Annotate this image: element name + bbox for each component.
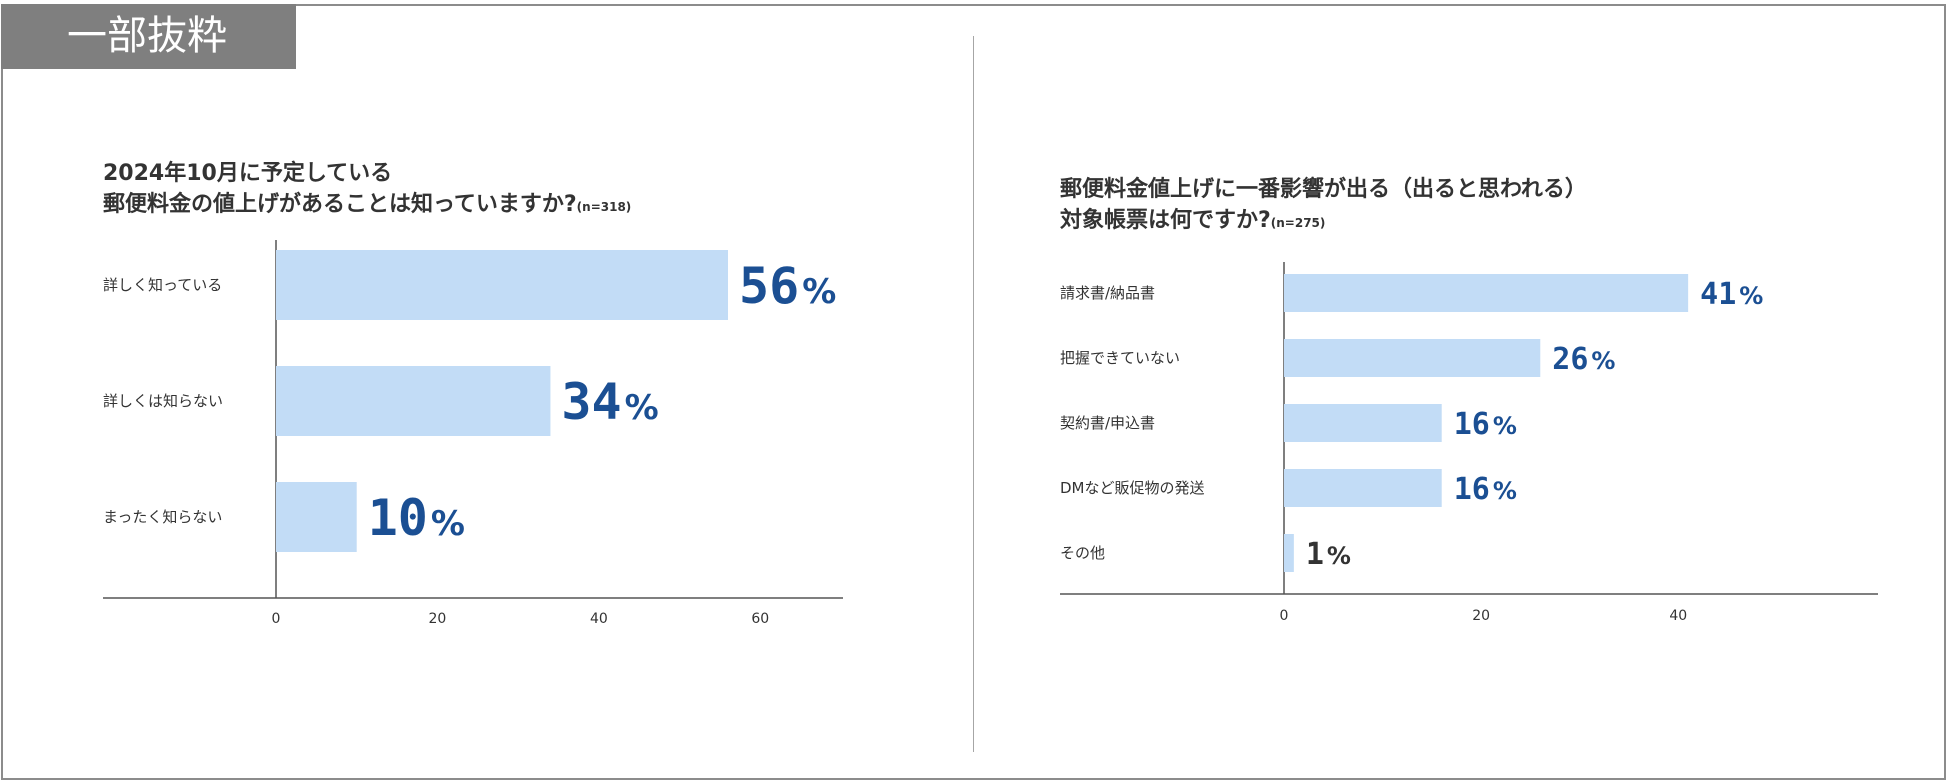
chart2-title-line1: 郵便料金値上げに一番影響が出る（出ると思われる） bbox=[1060, 177, 1587, 202]
chart2-data-label: 16% bbox=[1454, 472, 1517, 507]
chart1-data-label: 10% bbox=[368, 489, 465, 547]
chart2-category-label: その他 bbox=[1060, 544, 1105, 562]
chart1-title-line1: 2024年10月に予定している bbox=[103, 161, 393, 186]
chart2-bar bbox=[1284, 274, 1689, 312]
chart1-tick-label: 60 bbox=[751, 611, 769, 627]
chart2-bar bbox=[1284, 339, 1541, 377]
excerpt-badge: 一部抜粋 bbox=[1, 4, 296, 69]
chart2-sample-size: (n=275) bbox=[1270, 216, 1326, 230]
chart2-category-label: 請求書/納品書 bbox=[1060, 284, 1155, 302]
chart2-data-label: 1% bbox=[1306, 537, 1351, 572]
chart2-title: 郵便料金値上げに一番影響が出る（出ると思われる） 対象帳票は何ですか?(n=27… bbox=[1060, 174, 1587, 239]
chart1-title-line2: 郵便料金の値上げがあることは知っていますか? bbox=[103, 192, 577, 217]
chart2-title-line2: 対象帳票は何ですか? bbox=[1060, 208, 1271, 233]
panel-divider bbox=[973, 36, 974, 752]
chart2-bar bbox=[1284, 404, 1442, 442]
chart2-category-label: DMなど販促物の発送 bbox=[1060, 479, 1205, 497]
chart1-bar bbox=[276, 482, 357, 552]
chart1-tick-label: 20 bbox=[429, 611, 447, 627]
chart1-category-label: まったく知らない bbox=[103, 508, 222, 526]
chart1-category-label: 詳しく知っている bbox=[103, 276, 222, 294]
chart1-tick-label: 40 bbox=[590, 611, 608, 627]
chart2-category-label: 把握できていない bbox=[1060, 349, 1180, 367]
chart2-bar bbox=[1284, 534, 1294, 572]
chart2-data-label: 26% bbox=[1552, 342, 1615, 377]
chart1-sample-size: (n=318) bbox=[576, 200, 632, 214]
chart2-data-label: 41% bbox=[1700, 277, 1763, 312]
chart1-bar bbox=[276, 366, 551, 436]
chart1-data-label: 56% bbox=[739, 257, 836, 315]
chart2-tick-label: 0 bbox=[1280, 608, 1289, 624]
chart2-data-label: 16% bbox=[1454, 407, 1517, 442]
chart2-tick-label: 20 bbox=[1472, 608, 1490, 624]
chart2-tick-label: 40 bbox=[1669, 608, 1687, 624]
chart1-bar bbox=[276, 250, 728, 320]
chart1-data-label: 34% bbox=[561, 373, 658, 431]
chart1-category-label: 詳しくは知らない bbox=[103, 392, 223, 410]
chart1-title: 2024年10月に予定している 郵便料金の値上げがあることは知っていますか?(n… bbox=[103, 158, 631, 223]
chart2-category-label: 契約書/申込書 bbox=[1060, 414, 1155, 432]
chart2-bar bbox=[1284, 469, 1442, 507]
chart1-tick-label: 0 bbox=[272, 611, 281, 627]
